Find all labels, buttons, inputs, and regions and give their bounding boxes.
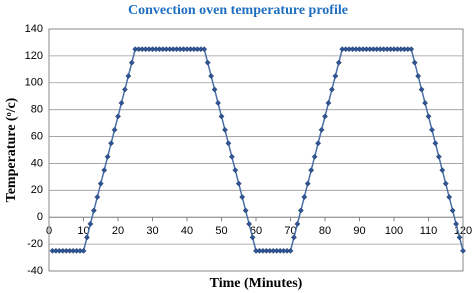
data-marker xyxy=(456,234,463,241)
x-tick-label: 50 xyxy=(215,225,227,237)
plot-border xyxy=(48,28,464,272)
data-marker xyxy=(460,247,466,254)
x-tick-label: 10 xyxy=(77,225,89,237)
data-line xyxy=(52,48,464,252)
data-marker xyxy=(315,140,322,147)
data-marker xyxy=(104,153,111,160)
x-tick-label: 110 xyxy=(420,225,438,237)
data-marker xyxy=(332,73,339,80)
data-marker xyxy=(118,99,125,106)
data-marker xyxy=(408,46,415,53)
data-marker xyxy=(425,113,432,120)
x-axis-label: Time (Minutes) xyxy=(210,276,303,291)
data-marker xyxy=(311,153,318,160)
data-marker xyxy=(211,86,218,93)
data-marker xyxy=(439,167,446,174)
data-marker xyxy=(111,126,118,133)
data-marker xyxy=(125,73,132,80)
data-marker xyxy=(428,126,435,133)
x-tick-label: 30 xyxy=(146,225,158,237)
data-marker xyxy=(304,180,311,187)
data-marker xyxy=(87,220,94,227)
y-tick-label: 40 xyxy=(31,157,43,169)
x-tick-label: 70 xyxy=(284,225,296,237)
data-marker xyxy=(115,113,121,120)
data-marker xyxy=(449,207,456,214)
data-marker xyxy=(308,167,315,174)
y-tick-label: 120 xyxy=(25,50,43,62)
x-tick-label: 100 xyxy=(385,225,403,237)
data-marker xyxy=(228,153,235,160)
data-marker xyxy=(294,220,301,227)
data-marker xyxy=(446,194,453,201)
data-marker xyxy=(239,194,246,201)
data-marker xyxy=(322,113,328,120)
data-marker xyxy=(328,86,335,93)
data-marker xyxy=(453,220,460,227)
y-tick-label: -20 xyxy=(27,238,43,250)
y-tick-label: 80 xyxy=(31,104,43,116)
y-tick-label: 100 xyxy=(25,77,43,89)
data-marker xyxy=(208,73,215,80)
data-marker xyxy=(232,167,239,174)
data-marker xyxy=(422,99,429,106)
data-marker xyxy=(83,234,90,241)
x-tick-label: 60 xyxy=(250,225,262,237)
data-marker xyxy=(415,73,422,80)
data-marker xyxy=(80,247,87,254)
data-marker xyxy=(121,86,128,93)
data-marker xyxy=(287,247,294,254)
data-marker xyxy=(90,207,97,214)
data-marker xyxy=(432,140,439,147)
data-marker xyxy=(221,126,228,133)
data-marker xyxy=(94,194,101,201)
data-marker xyxy=(318,126,325,133)
chart-title: Convection oven temperature profile xyxy=(128,3,348,18)
data-marker xyxy=(246,220,253,227)
data-marker xyxy=(325,99,332,106)
data-marker xyxy=(215,99,222,106)
data-marker xyxy=(435,153,442,160)
x-tick-label: 40 xyxy=(181,225,193,237)
data-marker xyxy=(442,180,449,187)
data-marker xyxy=(290,234,297,241)
data-marker xyxy=(418,86,425,93)
data-marker xyxy=(108,140,115,147)
data-marker xyxy=(297,207,304,214)
data-marker xyxy=(201,46,208,53)
data-marker xyxy=(128,59,135,66)
y-tick-label: 20 xyxy=(31,184,43,196)
x-tick-label: 90 xyxy=(353,225,365,237)
x-tick-label: 80 xyxy=(319,225,331,237)
data-marker xyxy=(204,59,211,66)
data-marker xyxy=(225,140,232,147)
y-axis-label: Temperature (ᵒ/c) xyxy=(4,97,19,202)
y-tick-label: 60 xyxy=(31,130,43,142)
data-marker xyxy=(249,234,256,241)
data-marker xyxy=(301,194,308,201)
data-marker xyxy=(411,59,418,66)
data-marker xyxy=(335,59,342,66)
data-marker xyxy=(101,167,108,174)
x-tick-label: 20 xyxy=(112,225,124,237)
data-marker xyxy=(218,113,225,120)
data-marker xyxy=(242,207,249,214)
y-tick-label: 140 xyxy=(25,23,43,35)
data-marker xyxy=(97,180,104,187)
y-tick-label: 0 xyxy=(37,211,43,223)
y-tick-label: -40 xyxy=(27,265,43,277)
data-marker xyxy=(235,180,242,187)
